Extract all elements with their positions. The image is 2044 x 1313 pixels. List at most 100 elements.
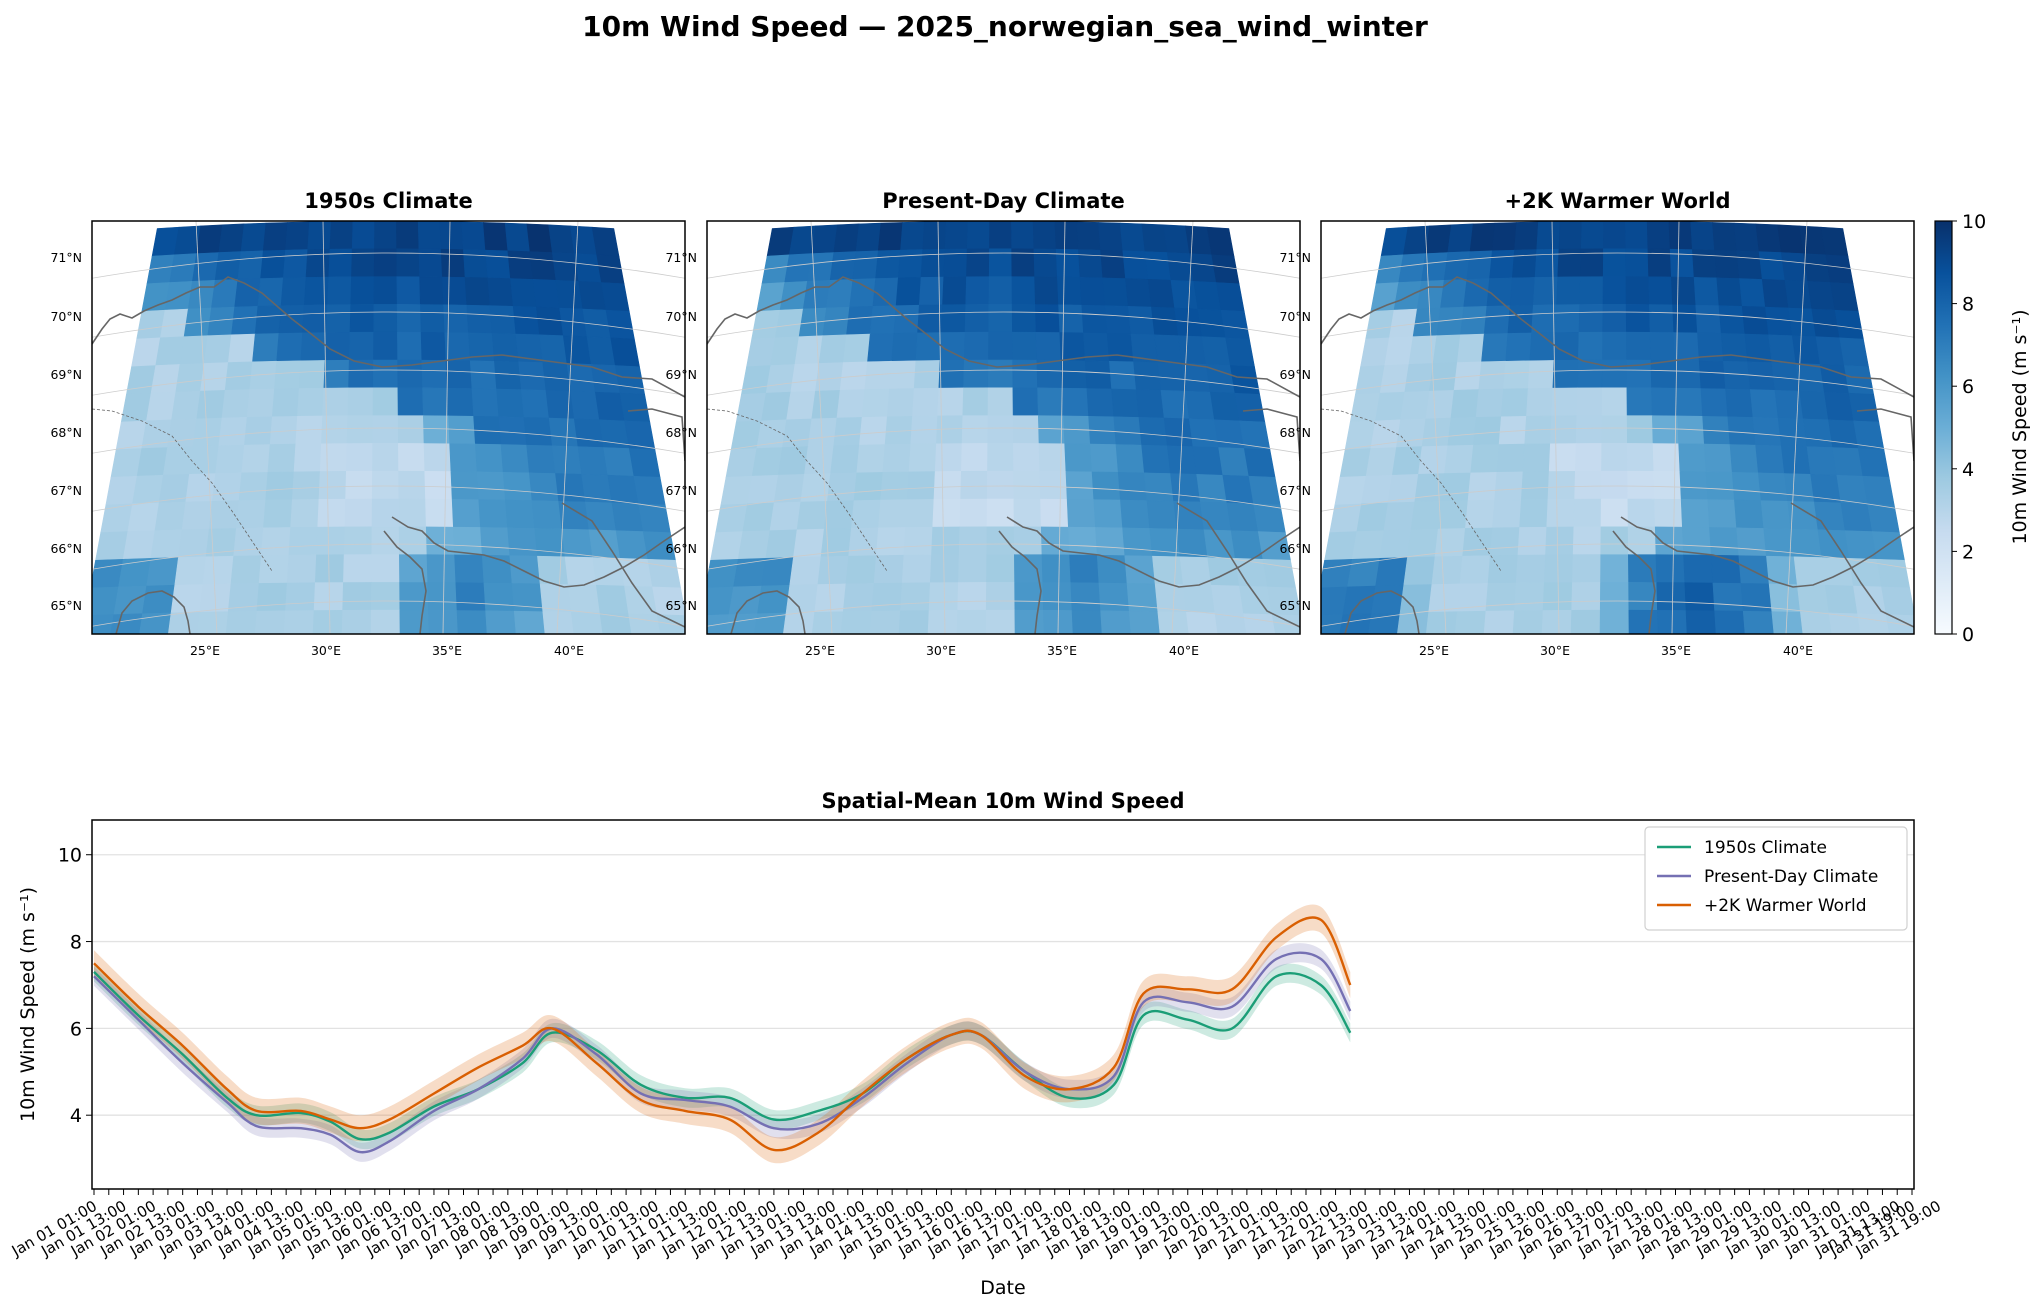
map-cell [807,252,835,282]
map-cell [1760,500,1792,530]
map-cell [1626,387,1653,417]
map-cell [1548,443,1577,472]
map-cell [1144,472,1175,502]
map-cell [1109,360,1137,390]
legend: 1950s Climate Present-Day Climate +2K Warm… [1644,826,1908,931]
map-cell [1796,584,1830,614]
map-cell [312,610,343,634]
map-cell [285,582,316,612]
map-cell [905,499,935,528]
map-cell [1494,471,1524,501]
map-cell [779,280,808,311]
map-cell [761,557,794,587]
map-cell [829,251,857,281]
map-cell [1723,360,1751,390]
map-gridline-lat [707,252,1300,279]
map-cell [584,501,617,531]
map-cell [1425,390,1455,420]
map-cell [1410,500,1442,531]
map-cell [139,612,172,634]
map-cell [290,499,320,528]
map-cell [203,334,232,364]
map-lon-label: 35°E [1047,643,1077,658]
map-cell [599,612,632,634]
map-cell [504,222,531,252]
map-cell [1570,609,1601,634]
map-cell [288,526,319,556]
map-cell [1653,471,1682,500]
map-cell [127,502,160,532]
map-cell [469,360,497,390]
map-cell [529,472,560,502]
map-lat-label: 65°N [50,598,82,613]
map-coastline [1344,590,1420,634]
map-cell [1393,280,1422,311]
map-cell [1599,609,1630,634]
map-cell [478,499,508,529]
map-cell [105,475,138,506]
map-cell [800,473,831,503]
map-cell [1425,224,1452,254]
map-cell [1489,249,1515,279]
map-cell [1066,499,1096,528]
map-cell [1226,502,1259,532]
map-gridline-lat [92,252,685,279]
map-cell [1718,305,1746,335]
map-cell [164,280,193,311]
map-cell [1229,365,1261,395]
map-gridline-lat [707,600,1300,627]
map-cell [1037,387,1064,417]
map-cell [1550,415,1578,445]
map-cell [1138,417,1168,447]
map-lon-label: 40°E [1783,643,1813,658]
map-gridline-lat [92,311,685,338]
map-cell [900,582,931,612]
map-cell [710,531,744,561]
map-cell [475,443,504,473]
map-cell [1716,277,1743,307]
map-cell [877,222,904,252]
legend-label: +2K Warmer World [1704,896,1867,916]
map-cell [1520,471,1550,500]
map-cell [464,277,491,307]
map-cell [826,279,854,309]
map-gridline-lat [1321,485,1914,512]
map-cell [842,333,871,363]
map-gridline-lat [1321,252,1914,279]
map-cell [1398,253,1426,283]
map-cell [283,610,315,634]
map-cell [425,498,454,528]
map-cell [1489,527,1520,556]
colorbar-tick-label: 8 [1962,294,1974,316]
map-cell [811,390,841,420]
map-cell [1602,276,1627,305]
map-cell [449,443,478,473]
map-cell [1830,282,1859,312]
map-cell [1483,610,1515,634]
map-cell [286,554,317,584]
map-cell [1652,443,1681,472]
map-cell [1514,221,1539,251]
map-cell [1070,582,1101,612]
map-cell [440,248,466,278]
plot-frame [91,819,1915,1190]
map-cell [532,279,560,309]
map-cell [1648,276,1673,306]
map-cell [1012,387,1039,417]
map-cell [1698,360,1726,390]
map-coastline [1790,502,1914,628]
map-cell [1079,277,1106,307]
map-cell [1475,388,1504,418]
map-cell [314,554,345,584]
map-cell [1371,584,1405,615]
map-cell [1574,470,1602,500]
map-cell [1546,498,1575,528]
map-lat-label: 67°N [1279,483,1311,498]
map-cell [1626,415,1654,444]
map-cell [875,527,906,556]
series-line-0 [93,971,1352,1141]
map-cell [1817,529,1850,559]
map-cell [293,443,322,473]
map-coastline [1321,276,1914,398]
map-cell [471,388,500,418]
